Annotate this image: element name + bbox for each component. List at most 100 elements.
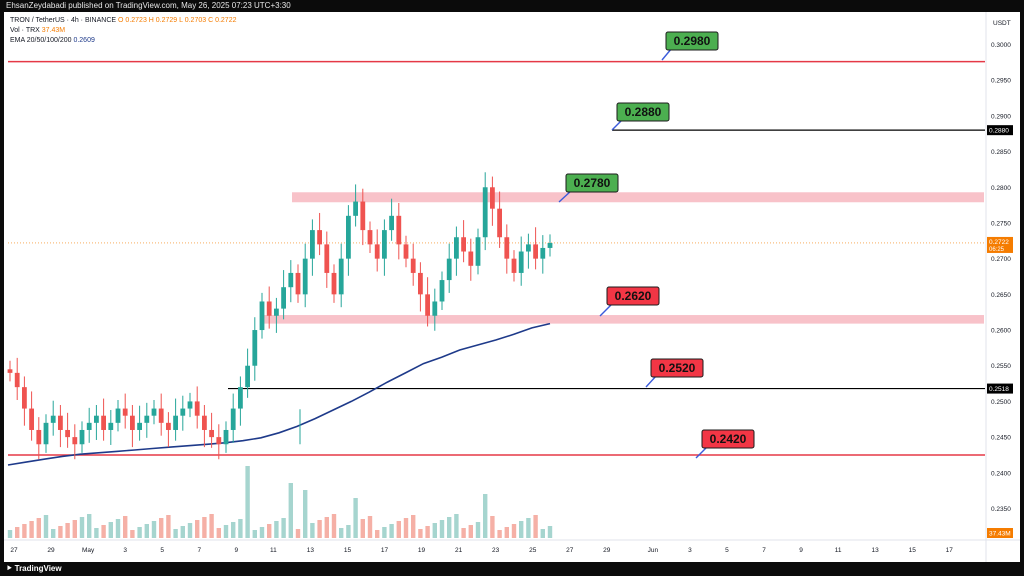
tradingview-logo[interactable]: ⯈ TradingView: [6, 564, 62, 573]
volume-bar: [108, 522, 113, 538]
volume-bar: [223, 525, 229, 538]
level-badge-0.2980[interactable]: [665, 31, 719, 51]
legend-ohlc: O 0.2723 H 0.2729 L 0.2703 C 0.2722: [118, 17, 237, 24]
time-tick-label: 13: [872, 547, 880, 554]
candle-body: [511, 258, 517, 273]
volume-badge-label: 37.43M: [989, 531, 1011, 538]
legend-volume-row: Vol · TRX 37.43M: [10, 26, 236, 36]
time-tick-label: 13: [307, 547, 315, 554]
level-badge-0.2420[interactable]: [701, 429, 755, 449]
candle-body: [137, 422, 142, 430]
price-tick-label: 0.2900: [991, 113, 1011, 120]
candle-body: [403, 244, 409, 259]
time-tick-label: 7: [762, 547, 766, 554]
candle-body: [396, 215, 402, 245]
candle-body: [58, 415, 63, 430]
time-tick-label: 27: [10, 547, 18, 554]
countdown-label: 06:25: [989, 247, 1005, 253]
candle-body: [490, 187, 495, 209]
volume-badge: [987, 528, 1013, 538]
legend-ema-row: EMA 20/50/100/200 0.2609: [10, 36, 236, 46]
publisher-text: EhsanZeydabadi published on TradingView.…: [6, 1, 291, 10]
legend-symbol-row: TRON / TetherUS · 4h · BINANCE O 0.2723 …: [10, 16, 236, 26]
candle-body: [338, 258, 344, 295]
time-tick-label: 17: [946, 547, 954, 554]
volume-bar: [36, 518, 41, 538]
candle-body: [202, 415, 207, 430]
volume-bar: [101, 525, 106, 538]
candle-body: [382, 230, 387, 259]
candle-body: [173, 415, 178, 430]
zone-0.2620: [262, 315, 984, 324]
level-badge-label-0.2880: 0.2880: [625, 105, 662, 119]
candle-body: [317, 230, 322, 245]
candle-body: [353, 201, 358, 216]
volume-bar: [533, 515, 538, 538]
candle-body: [259, 301, 265, 331]
volume-bar: [475, 522, 481, 538]
level-badge-0.2620[interactable]: [606, 286, 660, 306]
level-badge-0.2520[interactable]: [650, 358, 704, 378]
time-tick-label: 3: [123, 547, 127, 554]
volume-bar: [367, 516, 373, 538]
candle-body: [281, 287, 286, 309]
footer-bar: ⯈ TradingView: [0, 562, 1024, 576]
candle-body: [151, 408, 157, 416]
price-tick-label: 0.2650: [991, 292, 1011, 299]
price-tick-label: 0.2400: [991, 470, 1011, 477]
level-badge-0.2780[interactable]: [565, 173, 619, 193]
volume-bar: [94, 528, 99, 538]
volume-bar: [43, 515, 49, 538]
price-tick-label: 0.2950: [991, 78, 1011, 85]
volume-bar: [195, 520, 200, 538]
volume-bar: [382, 527, 387, 538]
candle-body: [432, 301, 438, 316]
candle-body: [130, 415, 135, 430]
candle-body: [36, 429, 42, 445]
chart-panel[interactable]: [4, 12, 1020, 562]
candle-body: [72, 437, 78, 445]
level-badge-0.2880[interactable]: [616, 102, 670, 122]
volume-bar: [123, 516, 128, 538]
volume-bar: [151, 521, 157, 538]
volume-bar: [324, 517, 329, 538]
volume-bar: [51, 529, 56, 538]
candle-body: [360, 201, 366, 231]
price-tick-label: 0.2850: [991, 149, 1011, 156]
price-tick-label: 0.2750: [991, 220, 1011, 227]
time-tick-label: 15: [909, 547, 917, 554]
candle-body: [29, 408, 34, 430]
candle-body: [79, 429, 85, 445]
time-tick-label: Jun: [648, 547, 659, 554]
level-badge-label-0.2620: 0.2620: [615, 289, 652, 303]
legend-volume-value: 37.43M: [41, 27, 66, 34]
candle-body: [230, 408, 236, 430]
candle-body: [65, 429, 70, 438]
candle-body: [288, 272, 294, 288]
volume-bar: [454, 514, 459, 538]
last-price-label: 0.2722: [989, 239, 1009, 246]
candle-body: [533, 244, 538, 259]
volume-bar: [65, 523, 70, 538]
volume-bar: [79, 517, 85, 538]
candle-body: [122, 408, 128, 416]
price-tick-label: 0.2350: [991, 506, 1011, 513]
candle-body: [389, 215, 394, 231]
candle-body: [374, 244, 380, 259]
axis-badge-0.2518: [987, 383, 1013, 394]
candle-body: [86, 422, 92, 430]
candle-body: [497, 208, 502, 238]
last-price-badge: [987, 236, 1013, 253]
zone-0.2780: [292, 192, 984, 203]
candle-body: [418, 272, 423, 295]
volume-bar: [281, 518, 286, 538]
time-tick-label: 3: [688, 547, 692, 554]
time-tick-label: 11: [835, 547, 842, 554]
volume-bar: [490, 516, 495, 538]
candle-body: [94, 415, 99, 423]
volume-bar: [252, 530, 257, 538]
volume-bar: [209, 514, 214, 538]
level-badge-label-0.2520: 0.2520: [659, 361, 696, 375]
volume-bar: [497, 530, 502, 538]
